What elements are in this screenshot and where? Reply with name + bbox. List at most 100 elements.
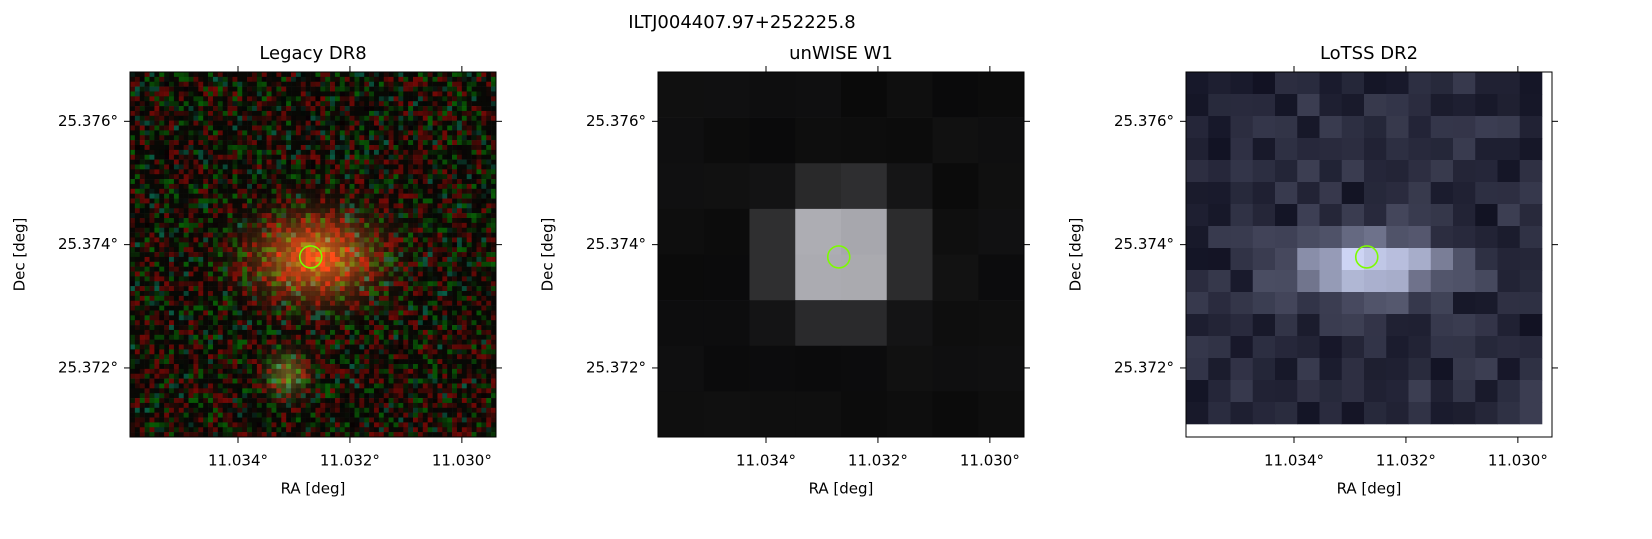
pixel bbox=[359, 339, 365, 345]
pixel bbox=[486, 364, 492, 370]
pixel bbox=[212, 81, 219, 87]
pixel bbox=[403, 72, 409, 78]
pixel bbox=[427, 154, 433, 160]
pixel bbox=[413, 281, 419, 287]
pixel bbox=[466, 130, 472, 136]
pixel bbox=[437, 169, 443, 175]
pixel bbox=[320, 393, 326, 399]
pixel bbox=[217, 364, 224, 370]
pixel bbox=[417, 300, 424, 306]
pixel bbox=[237, 247, 243, 253]
pixel bbox=[281, 295, 287, 302]
pixel bbox=[334, 315, 341, 321]
pixel bbox=[193, 72, 199, 78]
pixel bbox=[359, 213, 365, 219]
pixel bbox=[349, 145, 355, 151]
pixel bbox=[344, 115, 350, 121]
pixel bbox=[408, 213, 414, 219]
pixel bbox=[242, 247, 248, 253]
pixel bbox=[252, 154, 258, 160]
pixel bbox=[305, 305, 311, 311]
pixel bbox=[247, 320, 253, 326]
pixel bbox=[266, 300, 272, 306]
pixel bbox=[266, 359, 272, 365]
pixel bbox=[271, 329, 277, 336]
pixel bbox=[486, 232, 492, 238]
pixel bbox=[403, 96, 409, 102]
pixel bbox=[159, 76, 165, 83]
pixel bbox=[422, 120, 428, 126]
pixel bbox=[193, 218, 199, 224]
pixel bbox=[481, 86, 487, 92]
pixel bbox=[134, 193, 141, 199]
pixel bbox=[471, 125, 477, 131]
pixel bbox=[491, 334, 497, 340]
pixel bbox=[334, 291, 341, 297]
pixel bbox=[383, 300, 389, 306]
pixel bbox=[320, 164, 326, 170]
pixel bbox=[413, 198, 419, 204]
pixel bbox=[461, 154, 468, 160]
pixel bbox=[237, 188, 243, 194]
pixel bbox=[149, 252, 155, 258]
pixel bbox=[305, 125, 311, 131]
pixel bbox=[359, 325, 365, 331]
pixel bbox=[330, 242, 336, 248]
pixel bbox=[461, 145, 468, 151]
pixel bbox=[130, 222, 136, 229]
pixel bbox=[364, 325, 370, 331]
pixel bbox=[471, 349, 477, 355]
pixel bbox=[408, 232, 414, 238]
pixel bbox=[159, 198, 165, 204]
pixel bbox=[354, 91, 360, 97]
pixel bbox=[383, 237, 389, 243]
pixel bbox=[408, 188, 414, 194]
pixel bbox=[471, 252, 477, 258]
pixel bbox=[408, 140, 414, 146]
pixel bbox=[286, 130, 292, 136]
pixel bbox=[408, 76, 414, 83]
pixel bbox=[471, 291, 477, 297]
pixel bbox=[178, 72, 184, 78]
pixel bbox=[169, 344, 175, 350]
pixel bbox=[310, 383, 316, 389]
pixel bbox=[422, 378, 428, 384]
pixel bbox=[295, 281, 302, 287]
pixel bbox=[281, 242, 287, 248]
pixel bbox=[456, 373, 463, 379]
pixel bbox=[149, 227, 155, 233]
pixel bbox=[315, 266, 321, 272]
pixel bbox=[252, 237, 258, 243]
pixel bbox=[139, 247, 145, 253]
pixel bbox=[486, 261, 492, 267]
pixel bbox=[281, 72, 287, 78]
pixel bbox=[242, 164, 248, 170]
pixel bbox=[208, 86, 214, 92]
pixel bbox=[164, 154, 170, 160]
pixel bbox=[417, 252, 424, 258]
pixel bbox=[252, 149, 258, 156]
pixel bbox=[447, 188, 453, 194]
pixel bbox=[393, 76, 399, 83]
pixel bbox=[491, 349, 497, 355]
pixel bbox=[349, 373, 355, 379]
pixel bbox=[256, 364, 263, 370]
pixel bbox=[471, 198, 477, 204]
pixel bbox=[252, 120, 258, 126]
pixel bbox=[198, 120, 204, 126]
pixel bbox=[139, 305, 145, 311]
pixel bbox=[417, 198, 424, 204]
pixel bbox=[491, 110, 497, 117]
pixel bbox=[188, 120, 194, 126]
pixel bbox=[212, 208, 219, 214]
pixel bbox=[286, 383, 292, 389]
pixel bbox=[349, 295, 355, 302]
pixel bbox=[466, 96, 472, 102]
pixel bbox=[393, 179, 399, 185]
pixel bbox=[134, 222, 141, 229]
pixel bbox=[417, 344, 424, 350]
pixel bbox=[173, 373, 180, 379]
pixel bbox=[227, 266, 233, 272]
pixel bbox=[476, 72, 482, 78]
pixel bbox=[154, 339, 160, 345]
